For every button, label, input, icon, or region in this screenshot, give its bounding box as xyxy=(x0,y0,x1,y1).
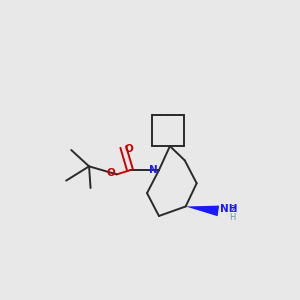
Text: 2: 2 xyxy=(231,206,236,214)
Text: O: O xyxy=(107,168,116,178)
Text: NH: NH xyxy=(220,204,237,214)
Text: O: O xyxy=(124,143,133,154)
Polygon shape xyxy=(186,206,219,216)
Text: N: N xyxy=(148,165,157,175)
Text: H: H xyxy=(230,213,236,222)
